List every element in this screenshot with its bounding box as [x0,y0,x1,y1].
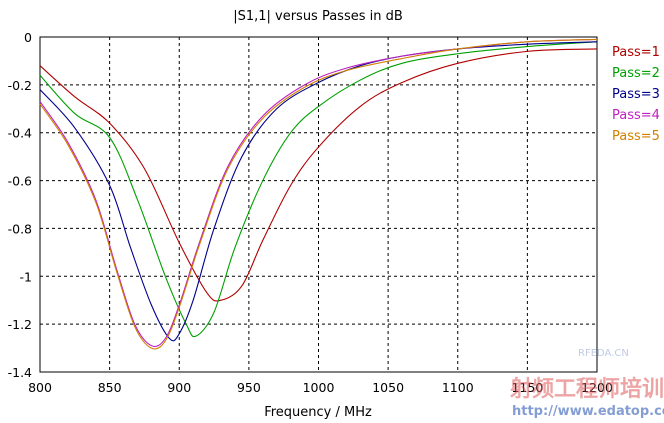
x-axis-label: Frequency / MHz [264,405,372,420]
y-tick-label: -0.2 [8,78,32,93]
x-tick-label: 1000 [303,380,335,395]
legend-item-pass-5: Pass=5 [612,129,660,144]
x-tick-label: 800 [28,380,52,395]
series-lines [39,38,598,350]
y-tick-labels: 0 -0.2 -0.4 -0.6 -0.8 -1 -1.2 -1.4 [8,30,32,380]
x-tick-label: 850 [98,380,122,395]
x-tick-label: 950 [237,380,261,395]
grid-lines [40,37,597,372]
y-tick-label: -1 [20,269,32,284]
x-tick-labels: 800 850 900 950 1000 1050 1100 1150 1200 [28,380,613,395]
legend-item-pass-3: Pass=3 [612,87,660,102]
series-line-pass-5 [39,38,598,350]
y-tick-label: -1.2 [8,317,32,332]
plot-area [39,36,598,373]
y-tick-label: 0 [24,30,32,45]
x-tick-label: 900 [167,380,191,395]
watermark: RFEDA.CN 射频工程师培训 http://www.edatop.com [509,348,664,419]
x-tick-label: 1050 [372,380,404,395]
legend-item-pass-4: Pass=4 [612,108,660,123]
y-tick-label: -0.6 [8,174,32,189]
watermark-brand: RFEDA.CN [578,348,629,359]
x-tick-label: 1100 [442,380,474,395]
series-line-pass-4 [39,38,598,348]
y-tick-label: -0.8 [8,221,32,236]
chart-title: |S1,1| versus Passes in dB [233,9,403,24]
watermark-url: http://www.edatop.com [512,404,664,419]
y-tick-label: -1.4 [8,365,32,380]
legend: Pass=1 Pass=2 Pass=3 Pass=4 Pass=5 [612,45,660,144]
watermark-cn-text: 射频工程师培训 [509,376,664,402]
series-line-pass-2 [39,41,598,338]
x-tick-label: 1200 [581,380,613,395]
series-line-pass-1 [39,48,598,302]
x-tick-label: 1150 [511,380,543,395]
y-tick-label: -0.4 [8,126,32,141]
legend-item-pass-2: Pass=2 [612,66,660,81]
legend-item-pass-1: Pass=1 [612,45,660,60]
